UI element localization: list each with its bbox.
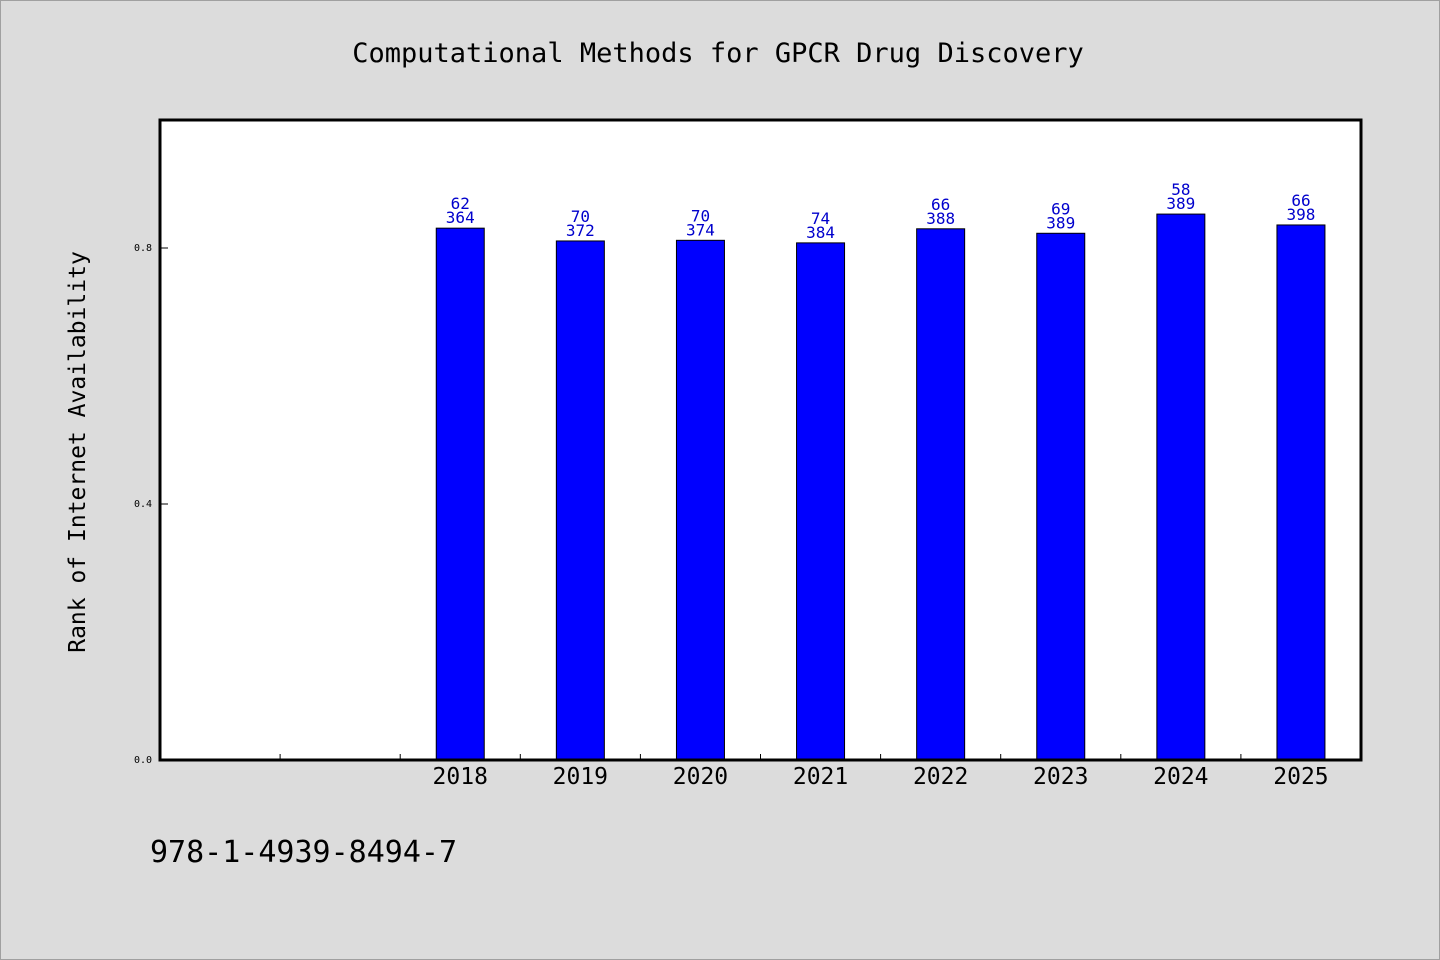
y-tick-label: 0.8 — [134, 243, 152, 254]
x-tick-label: 2022 — [913, 764, 968, 790]
bar-label-top: 66 — [1291, 191, 1310, 210]
bar-label-bottom: 374 — [686, 220, 715, 239]
x-tick-label: 2019 — [553, 764, 608, 790]
bar-label-bottom: 389 — [1046, 213, 1075, 232]
x-tick-label: 2021 — [793, 764, 848, 790]
bar-2024 — [1156, 213, 1206, 761]
y-tick-label: 0.4 — [134, 499, 152, 510]
bar-label-bottom: 372 — [566, 221, 595, 240]
bar-label-top: 74 — [811, 209, 830, 228]
bar-2022 — [916, 228, 966, 761]
bar-label-top: 58 — [1171, 180, 1190, 199]
bar-label-top: 69 — [1051, 199, 1070, 218]
bar-label-top: 66 — [931, 195, 950, 214]
bar-label-top: 62 — [451, 194, 470, 213]
bar-2025 — [1276, 224, 1326, 761]
chart-title: Computational Methods for GPCR Drug Disc… — [352, 38, 1084, 69]
x-tick-label: 2020 — [673, 764, 728, 790]
plot-border — [158, 118, 1363, 762]
bar-label-bottom: 388 — [926, 209, 955, 228]
bar-label-bottom: 364 — [446, 208, 475, 227]
y-axis-label: Rank of Internet Availability — [65, 251, 91, 653]
bar-label-top: 70 — [571, 207, 590, 226]
bar-2021 — [796, 242, 846, 761]
bar-label-bottom: 384 — [806, 223, 835, 242]
x-tick-label: 2023 — [1033, 764, 1088, 790]
ticks-layer: 2018 2019 2020 2021 2022 2023 2024 2025 0.0 0.4 0.… — [134, 243, 1329, 790]
x-tick-label: 2024 — [1153, 764, 1208, 790]
x-tick-label: 2025 — [1273, 764, 1328, 790]
x-tick-label: 2018 — [433, 764, 488, 790]
y-tick-label: 0.0 — [134, 755, 152, 766]
bar-label-bottom: 398 — [1286, 205, 1315, 224]
bar-2019 — [555, 240, 605, 761]
bar-label-bottom: 389 — [1166, 194, 1195, 213]
bar-2023 — [1036, 232, 1086, 761]
bar-2020 — [675, 239, 725, 761]
isbn-label: 978-1-4939-8494-7 — [150, 835, 457, 870]
bar-2018 — [435, 227, 485, 761]
bar-label-top: 70 — [691, 206, 710, 225]
